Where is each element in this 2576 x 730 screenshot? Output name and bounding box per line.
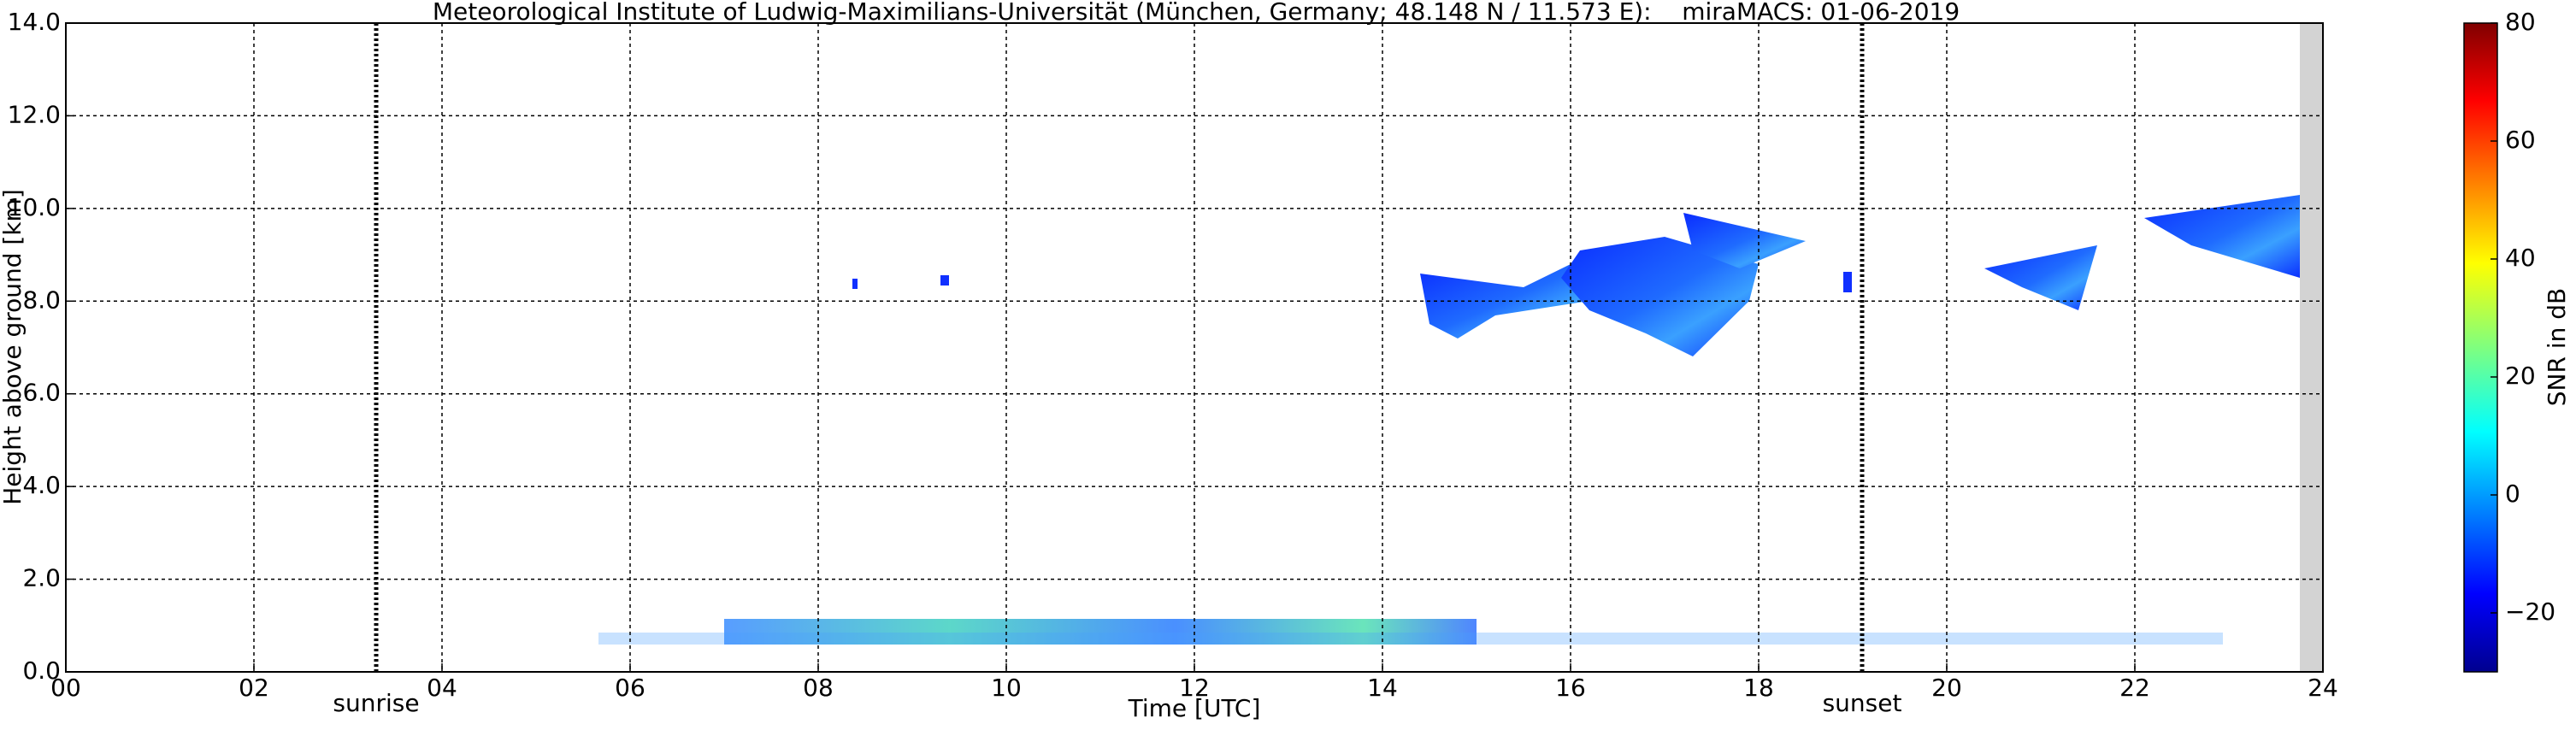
no-data-strip [2300,23,2323,672]
colorbar-tick-label: 20 [2505,362,2536,390]
colorbar-tick-label: 40 [2505,244,2536,272]
annotation-label: sunset [1823,689,1902,717]
x-tick-label: 00 [50,674,81,702]
x-tick-label: 04 [427,674,457,702]
cloud-echo [1561,237,1759,356]
x-tick-label: 06 [615,674,645,702]
cloud-echo [852,279,858,289]
cloud-echo [1843,272,1852,292]
y-tick-label: 2.0 [22,564,61,592]
x-tick-label: 02 [239,674,269,702]
x-tick-label: 08 [803,674,834,702]
colorbar-label: SNR in dB [2543,288,2571,406]
colorbar-tick-label: 80 [2505,8,2536,36]
x-tick-label: 22 [2119,674,2150,702]
y-tick-label: 12.0 [8,100,61,128]
colorbar [2463,22,2498,673]
x-tick-label: 20 [1931,674,1962,702]
cloud-echo [2144,195,2300,278]
y-tick-label: 8.0 [22,286,61,314]
x-tick-label: 18 [1743,674,1774,702]
cloud-echo [940,275,949,286]
colorbar-tick-label: 0 [2505,480,2520,508]
y-tick-label: 14.0 [8,8,61,36]
y-tick-label: 0.0 [22,656,61,685]
x-tick-label: 16 [1555,674,1586,702]
annotation-label: sunrise [333,689,419,717]
x-tick-label: 24 [2308,674,2338,702]
y-axis-label: Height above ground [km] [0,189,27,505]
colorbar-tick-label: 60 [2505,126,2536,154]
x-tick-label: 12 [1179,674,1210,702]
colorbar-tick-label: −20 [2505,598,2555,626]
boundary-layer-echo [598,633,2223,645]
y-tick-label: 6.0 [22,379,61,407]
x-tick-label: 14 [1367,674,1398,702]
x-tick-label: 10 [991,674,1022,702]
y-tick-label: 4.0 [22,471,61,499]
chart-title: Meteorological Institute of Ludwig-Maxim… [433,0,1960,26]
radar-echoes [598,23,2323,672]
cloud-echo [1683,213,1806,268]
boundary-layer-echo [724,619,1477,645]
y-tick-label: 10.0 [8,193,61,221]
x-axis-label: Time [UTC] [1128,694,1261,722]
cloud-echo [1984,245,2097,310]
